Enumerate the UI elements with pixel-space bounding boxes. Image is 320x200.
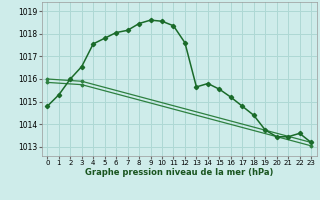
X-axis label: Graphe pression niveau de la mer (hPa): Graphe pression niveau de la mer (hPa): [85, 168, 273, 177]
